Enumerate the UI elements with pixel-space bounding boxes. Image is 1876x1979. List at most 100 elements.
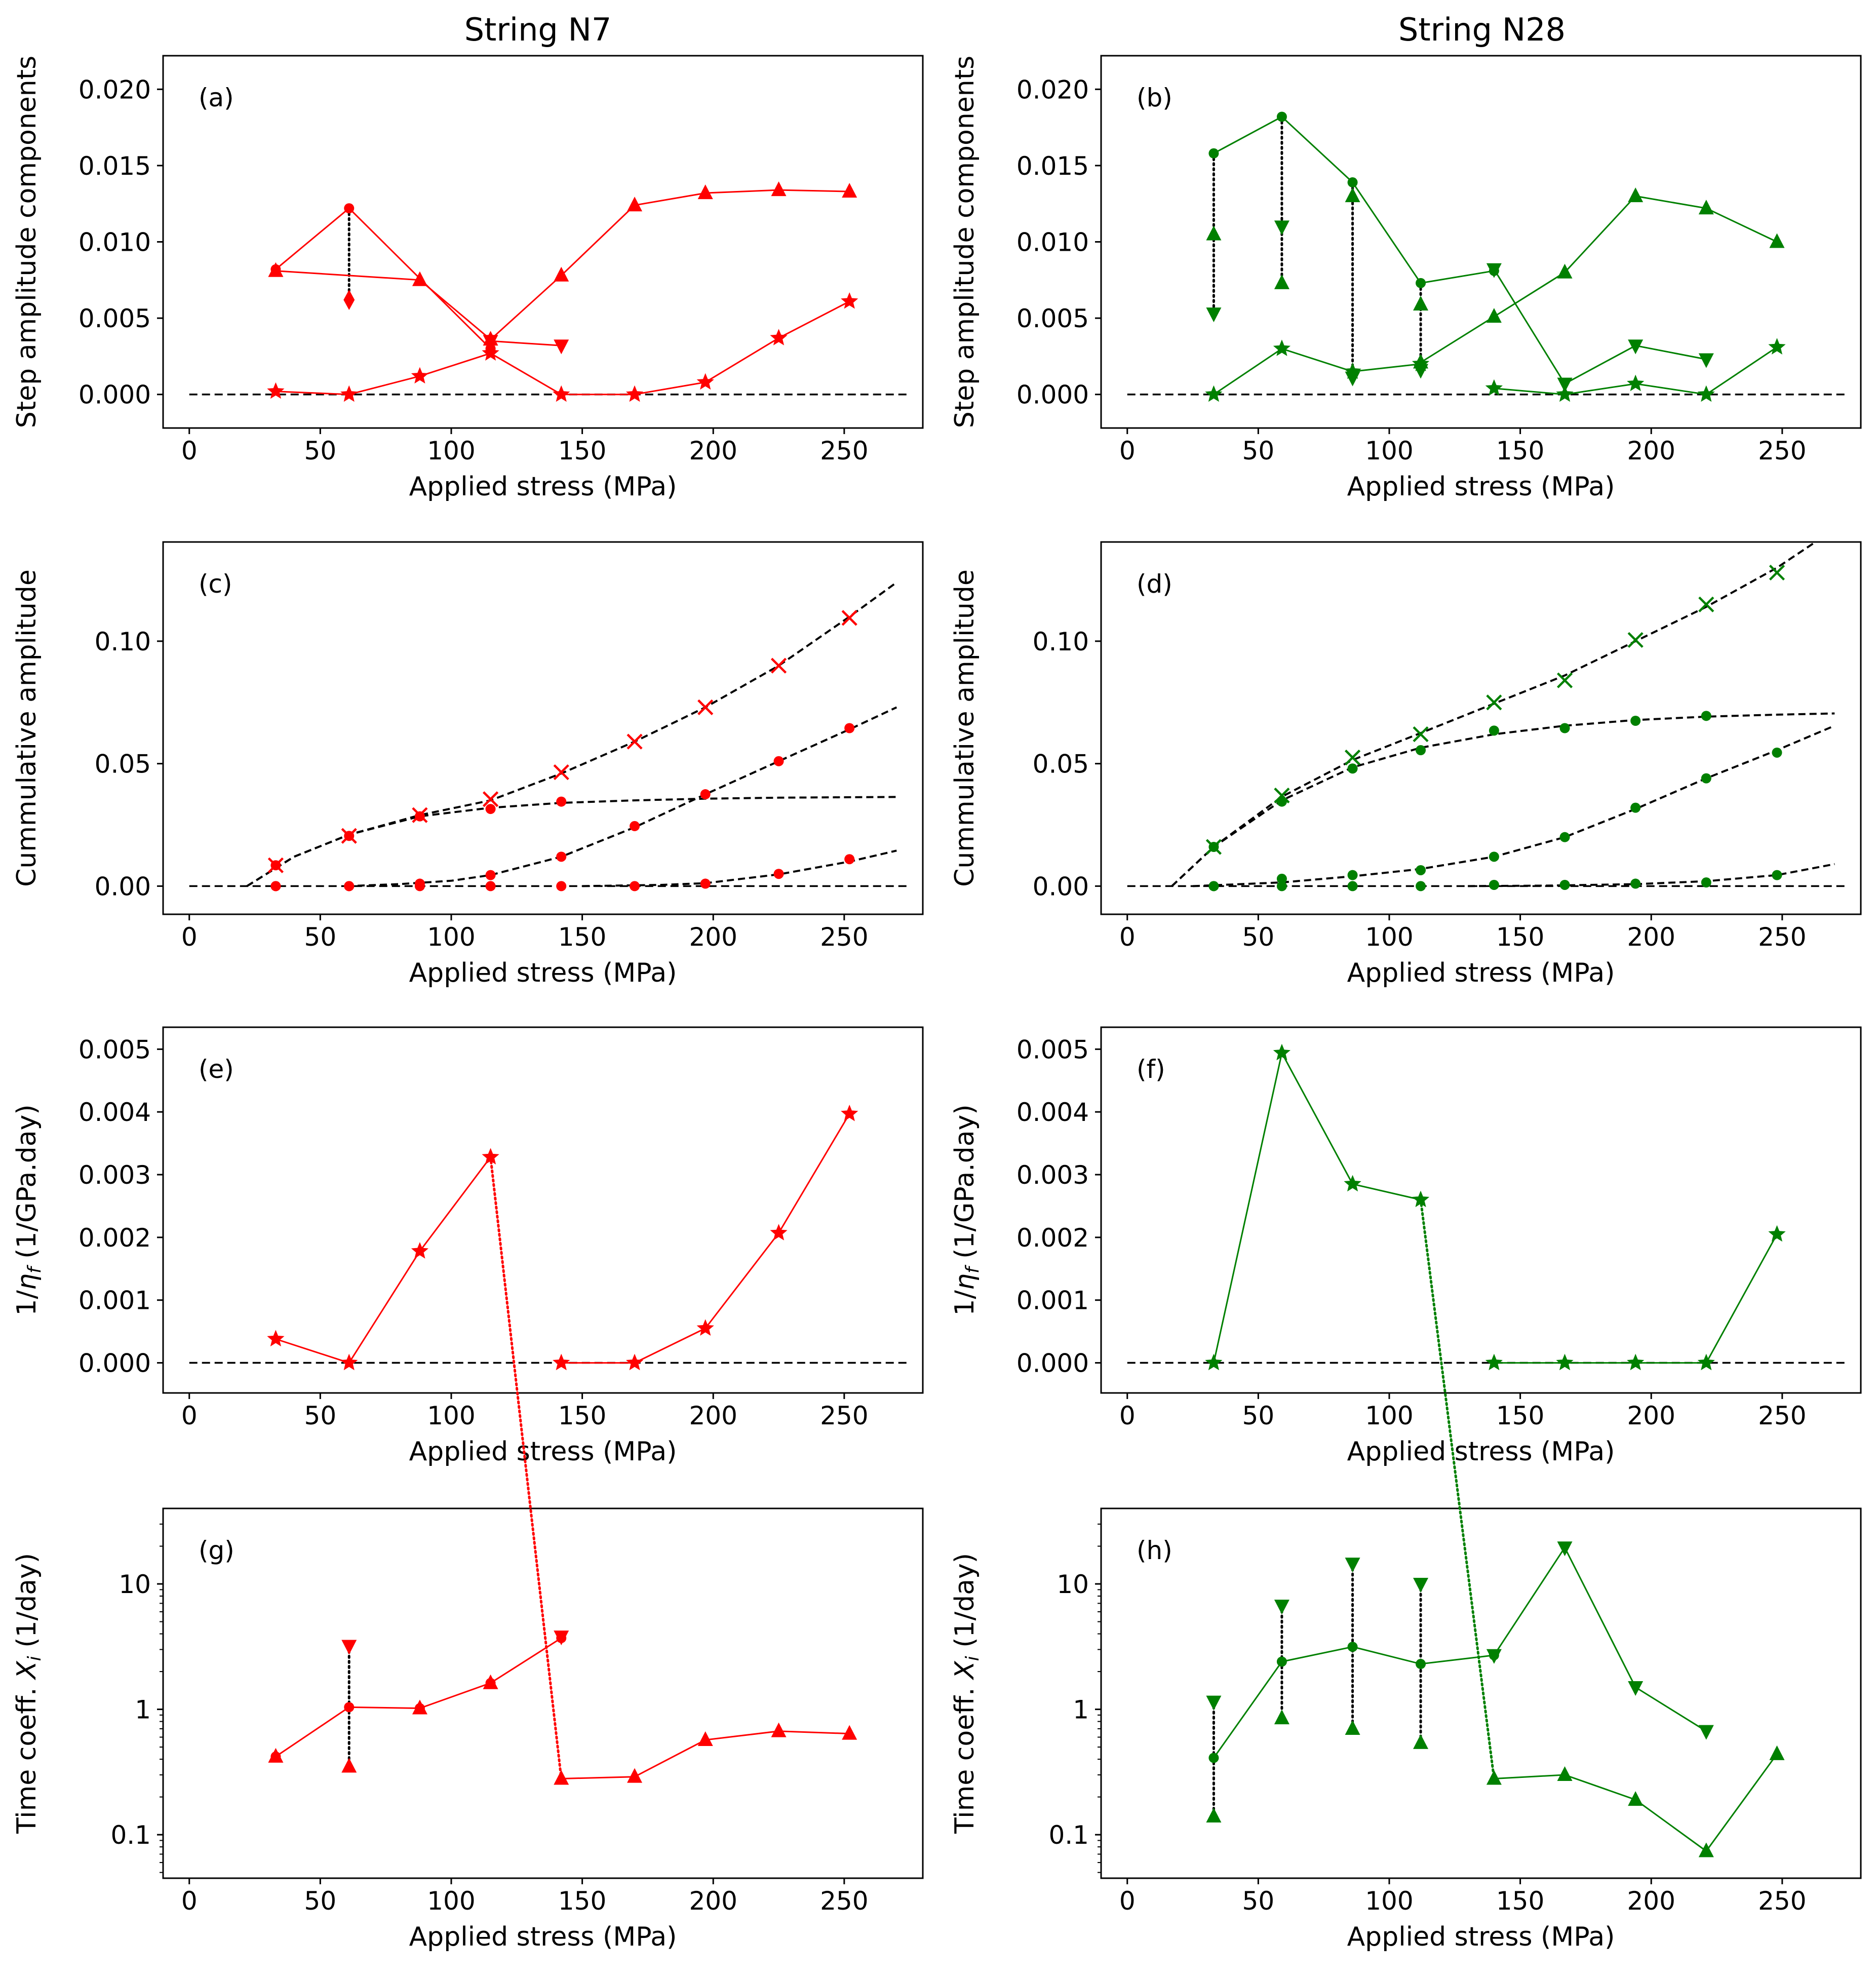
cross-links-group	[489, 1155, 1496, 1780]
x-tick-label: 100	[1365, 922, 1413, 952]
y-tick-label: 10	[119, 1570, 151, 1599]
x-tick-label: 50	[1242, 436, 1275, 465]
data-point-dot-A	[270, 860, 281, 871]
x-tick-label: 250	[820, 1401, 868, 1430]
data-point-star-2	[1697, 1353, 1715, 1371]
data-point-star	[482, 344, 499, 361]
data-point-down-extra	[1413, 1578, 1429, 1593]
panel-b: 0 50 100 150 200 250 0.000 0.005 0.010 0.015 0.020…	[950, 55, 1862, 502]
data-point-star-1	[340, 1353, 358, 1371]
data-point-up-triangle	[1628, 1791, 1644, 1806]
y-tick-label: 0.00	[1033, 872, 1089, 901]
data-point-up-triangle	[1486, 308, 1502, 323]
data-point-dot-A	[1489, 725, 1499, 736]
data-point-dot-C	[1347, 881, 1358, 891]
y-axis-label: Time coeff. Xi (1/day)	[12, 1553, 45, 1834]
data-point-down-extra	[1274, 220, 1289, 236]
data-point-up-triangle	[771, 181, 787, 197]
data-point-down-extra	[1345, 1558, 1360, 1573]
data-point-star-2	[1627, 1353, 1645, 1371]
x-tick-label: 150	[558, 922, 606, 952]
cross-panel-link-1	[489, 1155, 563, 1780]
data-point-dot-C	[414, 881, 425, 891]
data-point-up-triangle	[771, 1722, 787, 1737]
data-point-up-extra	[1206, 1807, 1222, 1822]
x-tick-label: 100	[1365, 1886, 1413, 1916]
data-point-down-triangle	[483, 335, 498, 350]
x-tick-label: 250	[1758, 1401, 1806, 1430]
x-tick-label: 50	[1242, 1401, 1275, 1430]
data-point-up-triangle	[1769, 1745, 1785, 1760]
data-point-dot-B	[1772, 747, 1782, 758]
data-point-dot-B	[1701, 773, 1711, 784]
data-point-up-extra	[1274, 274, 1289, 289]
data-point-dot-C	[556, 881, 567, 891]
y-tick-label: 0.000	[1017, 380, 1089, 410]
data-point-star-2	[696, 1319, 714, 1336]
y-tick-label: 0.05	[95, 750, 151, 779]
data-point-star	[696, 373, 714, 390]
data-point-star	[626, 385, 644, 402]
series-line-up-triangle	[1420, 195, 1778, 363]
x-tick-label: 200	[1627, 436, 1675, 465]
data-point-up-triangle	[1557, 1766, 1573, 1781]
y-tick-label: 0.010	[79, 228, 151, 257]
data-point-dot-C	[844, 854, 855, 865]
x-tick-label: 50	[304, 1886, 337, 1916]
data-point-dot-A	[344, 831, 355, 841]
data-point-star-1	[1205, 1353, 1223, 1371]
data-point-up-extra	[412, 1699, 427, 1715]
data-point-dot-C	[1559, 879, 1570, 890]
y-tick-label: 0.10	[95, 627, 151, 656]
data-point-total	[1344, 749, 1361, 766]
y-axis-label: Time coeff. Xi (1/day)	[950, 1553, 983, 1834]
x-axis-label: Applied stress (MPa)	[409, 472, 677, 502]
plot-frame	[1100, 1026, 1862, 1394]
plot-frame	[1100, 1507, 1862, 1879]
data-point-total	[1769, 564, 1785, 581]
data-point-down-triangle	[554, 339, 569, 355]
data-point-down-triangle	[1628, 1681, 1644, 1696]
x-tick-label: 100	[427, 1401, 475, 1430]
data-point-up-triangle	[842, 183, 857, 198]
data-point-dot-B	[1489, 851, 1499, 862]
data-point-up-triangle	[1698, 1842, 1714, 1857]
y-tick-label: 0.001	[1017, 1286, 1089, 1315]
panel-label: (h)	[1137, 1536, 1172, 1565]
plot-frame	[162, 1026, 924, 1394]
data-point-up-extra	[1413, 296, 1429, 311]
fit-curve-4	[1468, 863, 1835, 887]
data-point-total	[627, 733, 643, 750]
data-point-star-2	[626, 1353, 644, 1371]
x-axis-label: Applied stress (MPa)	[1347, 1922, 1615, 1952]
series-line-down-triangle	[490, 340, 562, 346]
data-point-down-triangle	[1486, 1649, 1502, 1664]
data-point-up-triangle	[412, 271, 427, 286]
y-tick-label: 0.020	[1017, 75, 1089, 104]
plot-frame	[162, 541, 924, 915]
x-tick-label: 0	[181, 1401, 198, 1430]
panel-label: (a)	[199, 83, 234, 112]
data-point-star	[553, 385, 570, 402]
data-point-dot	[1347, 1642, 1358, 1652]
y-tick-label: 10	[1057, 1570, 1089, 1599]
x-tick-label: 0	[1119, 922, 1136, 952]
x-tick-label: 0	[181, 1886, 198, 1916]
data-point-down-triangle	[1698, 1725, 1714, 1740]
x-tick-label: 150	[558, 1401, 606, 1430]
x-tick-label: 200	[1627, 922, 1675, 952]
data-point-dot-C	[485, 881, 496, 891]
x-tick-label: 0	[1119, 1886, 1136, 1916]
data-point-dot-B	[700, 789, 711, 800]
y-tick-label: 0.000	[79, 1349, 151, 1378]
x-tick-label: 150	[1496, 1886, 1544, 1916]
data-point-total	[482, 791, 499, 807]
data-point-dot	[1276, 111, 1287, 122]
x-tick-label: 250	[820, 436, 868, 465]
data-point-dot-A	[1701, 711, 1711, 721]
data-point-dot-C	[1489, 879, 1499, 890]
data-point-star	[1205, 385, 1223, 402]
data-point-dot	[1347, 177, 1358, 188]
data-point-down-triangle	[1628, 339, 1644, 355]
